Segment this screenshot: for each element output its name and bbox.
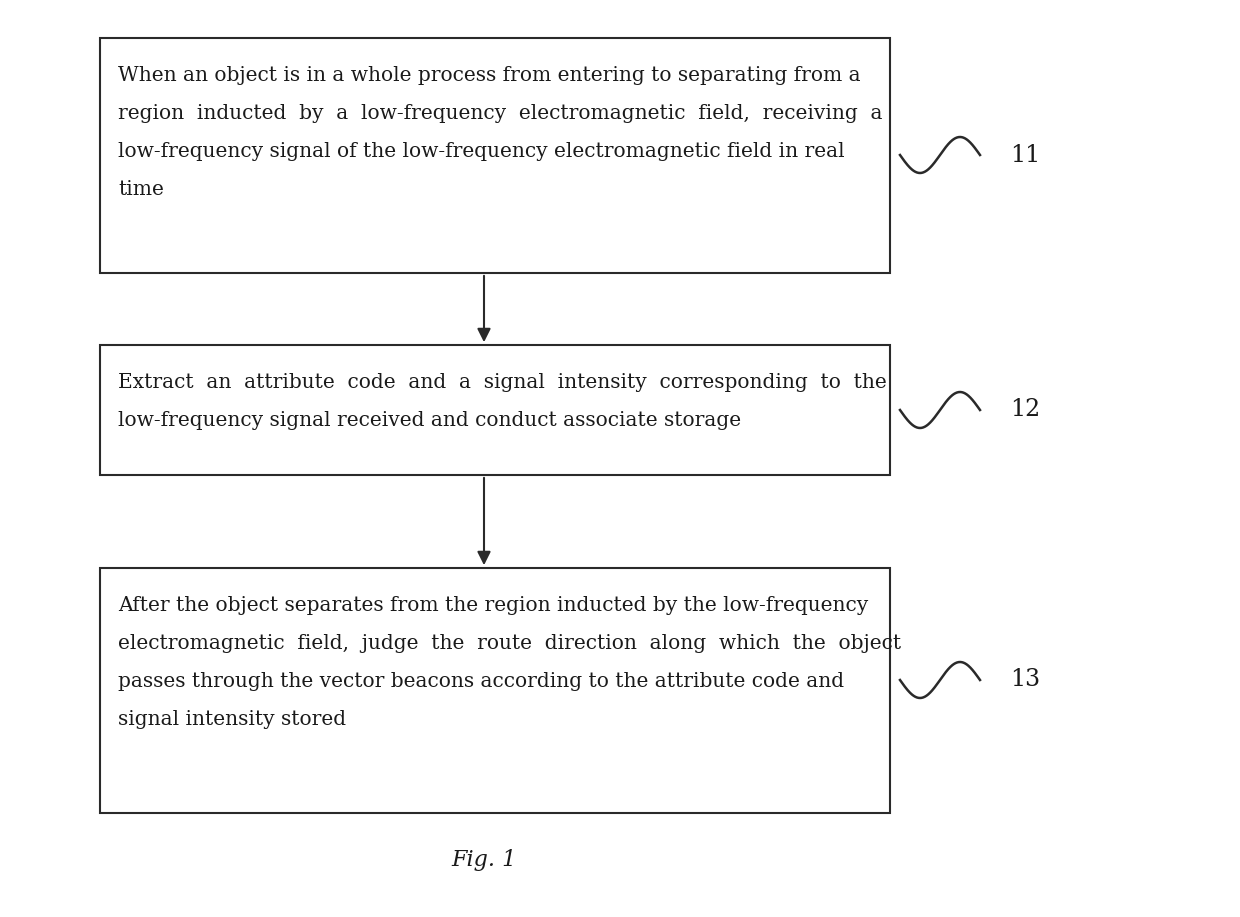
Text: passes through the vector beacons according to the attribute code and: passes through the vector beacons accord… xyxy=(118,672,844,691)
Text: When an object is in a whole process from entering to separating from a: When an object is in a whole process fro… xyxy=(118,66,861,85)
Text: low-frequency signal received and conduct associate storage: low-frequency signal received and conduc… xyxy=(118,411,742,430)
Bar xyxy=(100,38,890,273)
Text: 11: 11 xyxy=(1011,143,1040,167)
Text: After the object separates from the region inducted by the low-frequency: After the object separates from the regi… xyxy=(118,596,868,615)
Text: time: time xyxy=(118,180,164,199)
Text: 12: 12 xyxy=(1011,399,1040,422)
Text: electromagnetic  field,  judge  the  route  direction  along  which  the  object: electromagnetic field, judge the route d… xyxy=(118,634,901,653)
Bar xyxy=(100,345,890,475)
Text: region  inducted  by  a  low-frequency  electromagnetic  field,  receiving  a: region inducted by a low-frequency elect… xyxy=(118,104,883,123)
Text: signal intensity stored: signal intensity stored xyxy=(118,710,346,729)
Text: Extract  an  attribute  code  and  a  signal  intensity  corresponding  to  the: Extract an attribute code and a signal i… xyxy=(118,373,887,392)
Text: low-frequency signal of the low-frequency electromagnetic field in real: low-frequency signal of the low-frequenc… xyxy=(118,142,844,161)
Text: 13: 13 xyxy=(1011,668,1040,691)
Text: Fig. 1: Fig. 1 xyxy=(451,849,517,871)
Bar xyxy=(100,568,890,813)
